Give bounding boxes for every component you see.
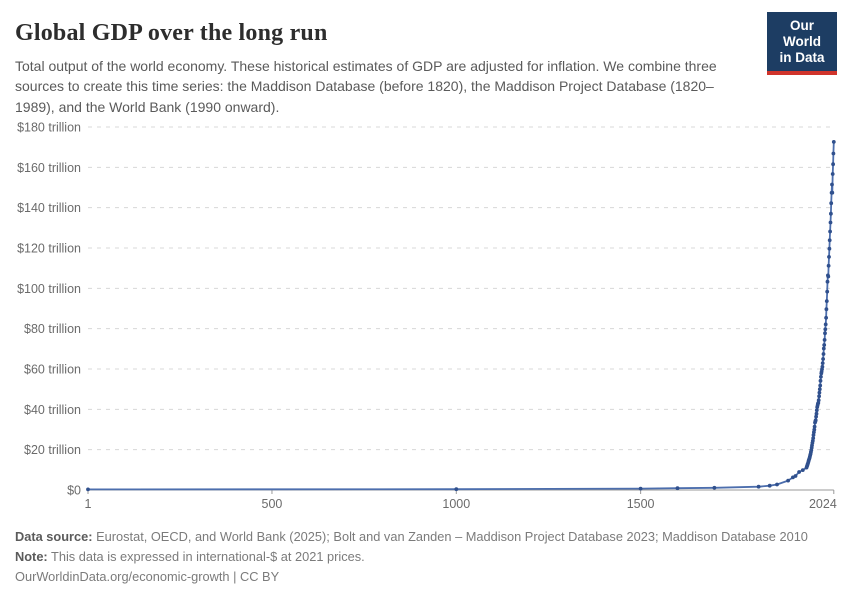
data-point xyxy=(830,182,834,187)
data-point xyxy=(814,411,819,416)
data-point xyxy=(826,263,831,268)
data-point xyxy=(638,486,643,491)
data-point xyxy=(811,433,816,437)
data-point xyxy=(821,357,825,361)
source-label: Data source: xyxy=(15,529,93,544)
x-tick-label: 500 xyxy=(262,497,283,511)
data-point xyxy=(812,427,817,432)
data-point xyxy=(793,474,798,478)
data-point xyxy=(829,211,833,216)
data-point xyxy=(823,327,828,332)
data-point xyxy=(825,289,830,294)
footer-separator: | xyxy=(233,569,237,585)
data-point xyxy=(820,361,825,365)
owid-logo[interactable]: Our World in Data xyxy=(767,12,837,75)
data-point xyxy=(817,387,822,392)
data-point xyxy=(821,352,826,356)
data-point xyxy=(827,255,831,259)
data-point xyxy=(813,418,818,422)
data-point xyxy=(675,486,680,491)
data-point xyxy=(829,201,834,206)
data-point xyxy=(823,331,827,336)
y-tick-label: $60 trillion xyxy=(24,363,81,377)
y-tick-label: $100 trillion xyxy=(17,282,81,296)
y-tick-label: $160 trillion xyxy=(17,161,81,175)
data-point xyxy=(454,487,459,492)
data-point xyxy=(824,315,828,320)
owid-logo-line2: in Data xyxy=(779,49,825,65)
data-point xyxy=(830,190,835,195)
data-point xyxy=(821,346,826,351)
chart-footer: Data source: Eurostat, OECD, and World B… xyxy=(15,527,835,587)
data-point xyxy=(797,470,801,474)
y-tick-label: $80 trillion xyxy=(24,322,81,336)
data-point xyxy=(831,140,836,144)
data-point xyxy=(820,364,825,369)
y-tick-label: $140 trillion xyxy=(17,201,81,215)
x-tick-label: 1 xyxy=(85,497,92,511)
data-point xyxy=(786,478,790,483)
footer-link-line: OurWorldinData.org/economic-growth | CC … xyxy=(15,567,835,587)
footer-source-line: Data source: Eurostat, OECD, and World B… xyxy=(15,527,835,547)
data-point xyxy=(818,378,823,383)
chart-subtitle: Total output of the world economy. These… xyxy=(15,58,717,115)
data-point xyxy=(756,484,761,489)
data-point xyxy=(800,468,805,472)
data-point xyxy=(812,424,817,429)
data-point xyxy=(824,307,829,312)
license-link[interactable]: CC BY xyxy=(240,569,280,585)
data-point xyxy=(811,436,816,440)
gdp-line xyxy=(87,140,835,491)
page-title: Global GDP over the long run xyxy=(15,20,328,46)
note-label: Note: xyxy=(15,549,48,565)
owid-logo-line1: Our World xyxy=(783,18,821,49)
data-point xyxy=(817,394,821,399)
data-point xyxy=(822,343,827,347)
data-point xyxy=(828,229,832,234)
chart-plot-area[interactable]: $180 trillion $160 trillion $140 trillion $… xyxy=(0,115,850,520)
data-point xyxy=(818,383,823,388)
chart-header: Global GDP over the long run Total outpu… xyxy=(0,0,850,117)
note-text: This data is expressed in international-… xyxy=(47,549,365,565)
y-tick-label: $40 trillion xyxy=(24,403,81,417)
x-tick-label: 1000 xyxy=(442,497,470,511)
data-point xyxy=(814,408,819,413)
data-point xyxy=(827,246,832,251)
data-point xyxy=(814,414,818,419)
data-point xyxy=(775,482,779,487)
data-point xyxy=(825,279,830,284)
data-point xyxy=(826,274,831,279)
data-point xyxy=(823,322,828,327)
data-point xyxy=(822,338,827,342)
y-tick-label: $0 xyxy=(67,484,81,498)
data-point xyxy=(767,483,772,488)
data-point xyxy=(824,299,829,303)
data-point xyxy=(712,485,717,490)
data-point xyxy=(831,151,836,156)
x-tick-label: 1500 xyxy=(627,497,655,511)
data-point xyxy=(816,398,821,403)
data-point xyxy=(817,390,822,395)
data-point xyxy=(819,374,823,379)
x-tick-label: 2024 xyxy=(809,497,837,511)
y-tick-label: $120 trillion xyxy=(17,242,81,256)
source-text: Eurostat, OECD, and World Bank (2025); B… xyxy=(92,529,808,544)
gdp-line-chart: $180 trillion $160 trillion $140 trillion $… xyxy=(17,121,837,512)
data-point xyxy=(86,487,90,492)
y-tick-label: $20 trillion xyxy=(24,443,81,457)
y-tick-label: $180 trillion xyxy=(17,121,81,135)
owid-url-link[interactable]: OurWorldinData.org/economic-growth xyxy=(15,569,230,585)
data-point xyxy=(831,162,835,167)
data-point xyxy=(827,238,832,243)
footer-note-line: Note: This data is expressed in internat… xyxy=(15,547,835,567)
data-point xyxy=(830,172,835,176)
data-point xyxy=(828,220,833,225)
